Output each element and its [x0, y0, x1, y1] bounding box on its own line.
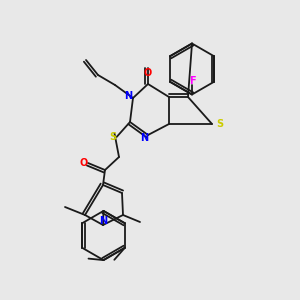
Text: F: F [189, 76, 195, 86]
Text: O: O [80, 158, 88, 168]
Text: S: S [216, 119, 223, 129]
Text: N: N [124, 91, 133, 100]
Text: S: S [110, 132, 117, 142]
Text: O: O [144, 68, 152, 77]
Text: N: N [140, 133, 148, 143]
Text: N: N [99, 216, 107, 226]
